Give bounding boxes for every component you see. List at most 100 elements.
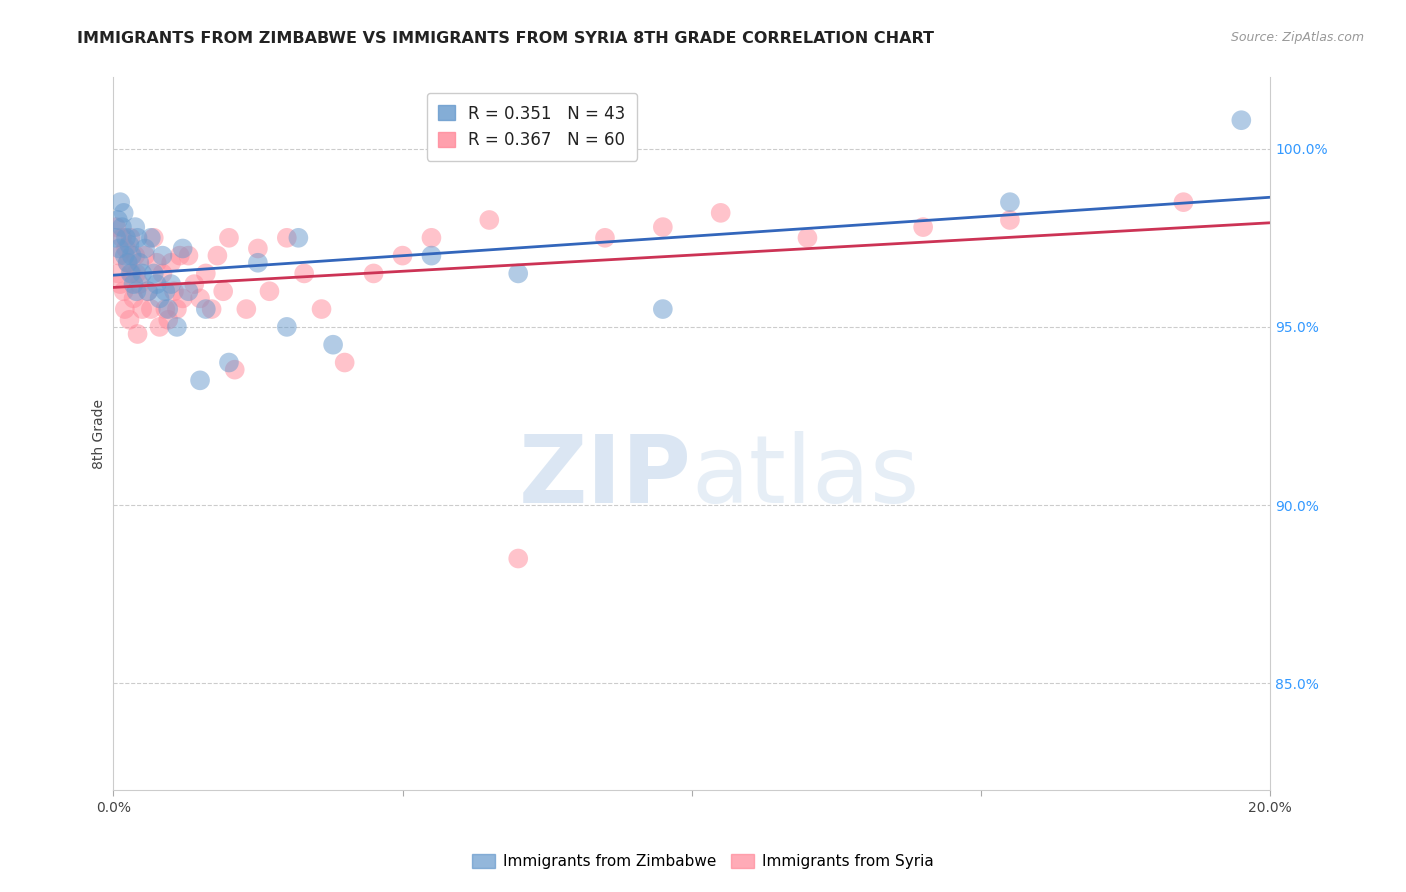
Point: [121, 249, 143, 263]
Point: [112, 285, 135, 299]
Point: [292, 267, 315, 281]
Point: [139, 231, 162, 245]
Point: [124, 249, 146, 263]
Point: [152, 267, 174, 281]
Point: [145, 256, 167, 270]
Point: [163, 285, 186, 299]
Point: [117, 256, 139, 270]
Point: [710, 206, 733, 220]
Point: [194, 301, 217, 316]
Point: [155, 285, 177, 299]
Point: [112, 206, 135, 220]
Point: [276, 319, 298, 334]
Point: [391, 249, 413, 263]
Point: [333, 355, 356, 369]
Point: [115, 231, 138, 245]
Point: [118, 238, 141, 252]
Point: [142, 267, 165, 281]
Point: [125, 267, 148, 281]
Point: [160, 256, 183, 270]
Point: [157, 312, 180, 326]
Point: [142, 231, 165, 245]
Point: [478, 213, 501, 227]
Point: [420, 249, 443, 263]
Point: [218, 355, 240, 369]
Point: [128, 256, 150, 270]
Text: ZIP: ZIP: [519, 431, 692, 523]
Point: [145, 277, 167, 292]
Point: [155, 301, 177, 316]
Point: [508, 551, 530, 566]
Point: [114, 249, 136, 263]
Point: [157, 301, 180, 316]
Point: [136, 285, 159, 299]
Point: [912, 220, 935, 235]
Text: atlas: atlas: [692, 431, 920, 523]
Point: [128, 277, 150, 292]
Point: [796, 231, 818, 245]
Point: [998, 213, 1021, 227]
Point: [201, 301, 224, 316]
Point: [998, 195, 1021, 210]
Point: [134, 242, 156, 256]
Point: [593, 231, 616, 245]
Point: [107, 213, 129, 227]
Point: [136, 285, 159, 299]
Point: [122, 292, 145, 306]
Point: [194, 267, 217, 281]
Point: [188, 373, 211, 387]
Point: [105, 220, 128, 235]
Text: IMMIGRANTS FROM ZIMBABWE VS IMMIGRANTS FROM SYRIA 8TH GRADE CORRELATION CHART: IMMIGRANTS FROM ZIMBABWE VS IMMIGRANTS F…: [77, 31, 935, 46]
Point: [177, 285, 200, 299]
Point: [259, 285, 281, 299]
Point: [111, 220, 134, 235]
Point: [287, 231, 309, 245]
Point: [121, 267, 143, 281]
Point: [152, 249, 174, 263]
Point: [125, 285, 148, 299]
Point: [207, 249, 229, 263]
Point: [166, 319, 188, 334]
Point: [148, 292, 170, 306]
Point: [651, 301, 673, 316]
Legend: R = 0.351   N = 43, R = 0.367   N = 60: R = 0.351 N = 43, R = 0.367 N = 60: [426, 93, 637, 161]
Point: [218, 231, 240, 245]
Point: [235, 301, 257, 316]
Point: [127, 326, 149, 341]
Point: [148, 319, 170, 334]
Point: [508, 267, 530, 281]
Point: [188, 292, 211, 306]
Point: [420, 231, 443, 245]
Point: [117, 256, 139, 270]
Point: [108, 242, 131, 256]
Y-axis label: 8th Grade: 8th Grade: [93, 399, 107, 469]
Point: [160, 277, 183, 292]
Point: [363, 267, 385, 281]
Point: [276, 231, 298, 245]
Point: [172, 292, 194, 306]
Point: [108, 249, 131, 263]
Point: [224, 362, 246, 376]
Point: [134, 249, 156, 263]
Point: [183, 277, 205, 292]
Point: [131, 301, 153, 316]
Point: [110, 195, 132, 210]
Point: [105, 231, 128, 245]
Legend: Immigrants from Zimbabwe, Immigrants from Syria: Immigrants from Zimbabwe, Immigrants fro…: [467, 848, 939, 875]
Point: [120, 267, 142, 281]
Text: Source: ZipAtlas.com: Source: ZipAtlas.com: [1230, 31, 1364, 45]
Point: [131, 267, 153, 281]
Point: [1230, 113, 1253, 128]
Point: [166, 301, 188, 316]
Point: [246, 242, 269, 256]
Point: [120, 231, 142, 245]
Point: [127, 231, 149, 245]
Point: [122, 277, 145, 292]
Point: [115, 242, 138, 256]
Point: [172, 242, 194, 256]
Point: [114, 301, 136, 316]
Point: [177, 249, 200, 263]
Point: [322, 337, 344, 351]
Point: [212, 285, 235, 299]
Point: [1173, 195, 1195, 210]
